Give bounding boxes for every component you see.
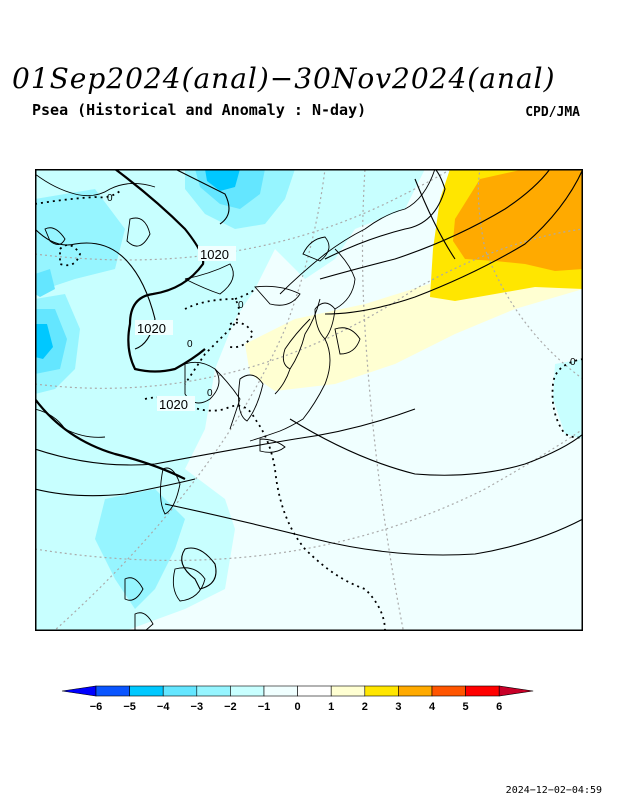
zero-label: 0 [107, 193, 113, 204]
legend-tick-label: 6 [496, 701, 502, 713]
anomaly-area-neg4-west [35, 324, 53, 359]
zero-labels: 0 0 0 0 0 [107, 193, 576, 399]
legend-tick-label: 2 [362, 701, 368, 713]
legend-tick-label: 4 [429, 701, 436, 713]
anomaly-area-neg1-east [553, 359, 583, 439]
legend-tick-label: −1 [258, 701, 271, 713]
legend-swatch [129, 685, 164, 697]
legend-tick-label: −2 [224, 701, 237, 713]
map-svg: 1020 1020 1020 0 0 0 0 0 [35, 169, 583, 631]
legend-swatch [330, 685, 366, 697]
legend-ticks: −6 −5 −4 −3 −2 −1 0 1 2 3 4 5 6 [90, 701, 503, 713]
legend-tick-label: 0 [295, 701, 301, 713]
legend-tick-label: −6 [90, 701, 103, 713]
legend-swatch [162, 685, 198, 697]
legend-swatch [263, 685, 298, 697]
legend-swatch [95, 685, 130, 697]
zero-label: 0 [238, 300, 244, 311]
isobar-label: 1020 [137, 321, 166, 336]
zero-label: 0 [207, 388, 213, 399]
chart-title: 01Sep2024(anal)−30Nov2024(anal) [12, 62, 556, 95]
legend-tick-label: 1 [328, 701, 334, 713]
anomaly-area-neg3-nw [35, 269, 55, 297]
color-legend: −6 −5 −4 −3 −2 −1 0 1 2 3 4 5 6 [60, 682, 540, 722]
source-label: CPD/JMA [525, 105, 580, 120]
legend-swatch [431, 685, 466, 697]
pressure-map: 1020 1020 1020 0 0 0 0 0 [35, 169, 583, 631]
zero-label: 0 [570, 357, 576, 368]
anomaly-area-neg4 [205, 169, 240, 191]
isobar-labels: 1020 1020 1020 [135, 246, 236, 412]
anomaly-area-neg2-south [95, 489, 185, 609]
legend-swatch [196, 685, 231, 697]
legend-tick-label: −4 [157, 701, 170, 713]
isobar-label: 1020 [200, 247, 229, 262]
legend-swatch [398, 685, 433, 697]
map-frame [35, 169, 583, 631]
legend-tick-label: −3 [191, 701, 204, 713]
chart-subtitle: Psea (Historical and Anomaly : N-day) [32, 101, 367, 119]
timestamp: 2024−12−02−04:59 [505, 785, 602, 796]
zero-anomaly-contours [35, 190, 583, 631]
legend-tick-label: 5 [463, 701, 469, 713]
legend-tick-label: −5 [123, 701, 136, 713]
legend-swatch [465, 685, 500, 697]
isobar-label: 1020 [159, 397, 188, 412]
legend-arrow-low [61, 685, 97, 697]
anomaly-area-neg2 [35, 189, 125, 289]
legend-tick-label: 3 [395, 701, 401, 713]
isobars [35, 169, 583, 590]
legend-swatch [230, 685, 265, 697]
anomaly-area-pos3 [453, 169, 583, 271]
legend-swatch [297, 685, 332, 697]
zero-label: 0 [187, 339, 193, 350]
legend-swatches [61, 685, 534, 697]
legend-arrow-high [498, 685, 534, 697]
legend-swatch [364, 685, 399, 697]
